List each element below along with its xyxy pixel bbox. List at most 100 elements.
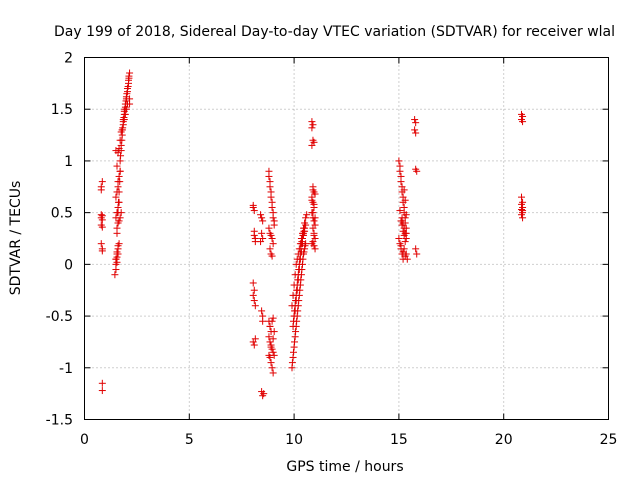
- data-point: [121, 110, 129, 118]
- data-point: [113, 162, 121, 170]
- data-point: [402, 250, 410, 258]
- data-point: [98, 387, 106, 395]
- data-point: [396, 167, 404, 175]
- data-point: [398, 214, 406, 222]
- y-axis-label: SDTVAR / TECUs: [8, 181, 24, 296]
- data-point: [122, 105, 130, 113]
- data-point: [397, 242, 405, 250]
- data-point: [98, 178, 106, 186]
- data-point: [310, 242, 318, 250]
- y-tick-label: 1: [64, 154, 73, 170]
- data-point: [258, 388, 266, 396]
- data-point: [266, 245, 274, 253]
- data-point: [302, 221, 310, 229]
- data-point: [251, 302, 259, 310]
- data-point: [113, 188, 121, 196]
- data-point: [288, 359, 296, 367]
- data-point: [257, 238, 265, 246]
- data-point: [258, 214, 266, 222]
- data-point: [288, 302, 296, 310]
- y-tick-label: -1: [59, 361, 73, 377]
- data-point: [303, 211, 311, 219]
- data-point: [265, 333, 273, 341]
- data-point: [114, 203, 122, 211]
- data-point: [112, 193, 120, 201]
- data-point: [98, 223, 106, 231]
- data-point: [311, 214, 319, 222]
- data-point: [310, 217, 318, 225]
- data-point: [310, 200, 318, 208]
- data-point: [295, 266, 303, 274]
- data-point: [118, 126, 126, 134]
- data-point: [308, 196, 316, 204]
- data-point: [98, 379, 106, 387]
- data-point: [269, 314, 277, 322]
- data-point: [401, 229, 409, 237]
- data-point: [400, 186, 408, 194]
- data-point: [115, 217, 123, 225]
- y-tick-label: -1.5: [46, 413, 73, 429]
- data-point: [126, 69, 134, 77]
- data-point: [397, 178, 405, 186]
- data-point: [112, 266, 120, 274]
- data-point: [269, 369, 277, 377]
- data-point: [114, 178, 122, 186]
- y-tick-label: 2: [64, 51, 73, 67]
- x-axis-label: GPS time / hours: [286, 459, 403, 475]
- data-point: [289, 291, 297, 299]
- data-point: [297, 248, 305, 256]
- data-point: [269, 240, 277, 248]
- data-point: [270, 328, 278, 336]
- data-point: [411, 126, 419, 134]
- data-point: [266, 322, 274, 330]
- data-point: [519, 207, 527, 215]
- data-point: [266, 338, 274, 346]
- x-tick-label: 10: [285, 432, 303, 448]
- data-point: [309, 209, 317, 217]
- data-point: [412, 245, 420, 253]
- data-point: [98, 216, 106, 224]
- data-point: [311, 245, 319, 253]
- data-point: [291, 307, 299, 315]
- data-point: [267, 359, 275, 367]
- data-point: [308, 141, 316, 149]
- data-point: [302, 214, 310, 222]
- data-point: [98, 247, 106, 255]
- data-point: [269, 214, 277, 222]
- data-point: [291, 338, 299, 346]
- data-point: [113, 248, 121, 256]
- data-point: [115, 145, 123, 153]
- data-point: [123, 100, 131, 108]
- y-tick-label: 0: [64, 257, 73, 273]
- data-point: [268, 203, 276, 211]
- data-point: [309, 186, 317, 194]
- data-point: [519, 214, 527, 222]
- data-point: [270, 221, 278, 229]
- data-point: [115, 172, 123, 180]
- data-point: [267, 231, 275, 239]
- data-point: [249, 291, 257, 299]
- data-point: [412, 129, 420, 137]
- data-point: [400, 224, 408, 232]
- x-tick-label: 0: [80, 432, 89, 448]
- data-point: [291, 271, 299, 279]
- data-point: [294, 276, 302, 284]
- data-point: [116, 214, 124, 222]
- data-point: [115, 198, 123, 206]
- y-tick-label: 0.5: [51, 206, 73, 222]
- data-point: [116, 167, 124, 175]
- data-point: [259, 392, 267, 400]
- data-point: [401, 196, 409, 204]
- data-point: [289, 348, 297, 356]
- data-point: [250, 231, 258, 239]
- data-point: [301, 227, 309, 235]
- data-point: [413, 250, 421, 258]
- data-point: [402, 235, 410, 242]
- data-point: [115, 240, 123, 248]
- data-point: [269, 348, 277, 356]
- data-point: [258, 307, 266, 315]
- x-tick-label: 20: [495, 432, 513, 448]
- data-point: [411, 116, 419, 124]
- data-point: [111, 271, 119, 279]
